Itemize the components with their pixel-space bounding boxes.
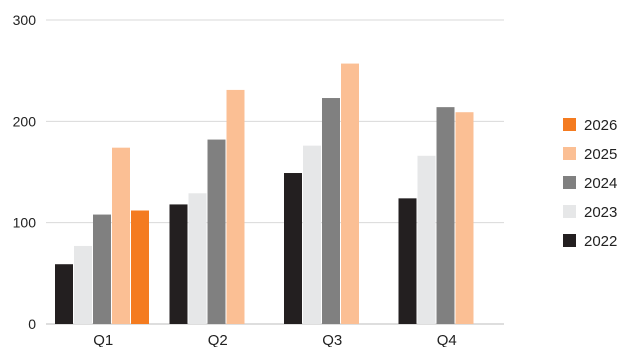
legend-swatch-2025 <box>563 147 576 160</box>
bar-q1-2025 <box>112 147 130 324</box>
bar-q3-2022 <box>284 173 302 324</box>
bars <box>55 63 474 324</box>
y-tick-label: 100 <box>13 215 37 231</box>
legend-swatch-2022 <box>563 234 576 247</box>
bar-q3-2025 <box>341 63 359 324</box>
x-tick-label: Q1 <box>93 332 113 347</box>
bar-q1-2024 <box>93 214 111 324</box>
legend-label-2025: 2025 <box>584 146 617 163</box>
bar-q2-2024 <box>207 139 226 324</box>
y-tick-label: 0 <box>28 316 36 332</box>
legend-swatch-2023 <box>563 205 576 218</box>
bar-q1-2022 <box>55 264 73 324</box>
bar-q4-2023 <box>417 155 436 324</box>
x-tick-label: Q4 <box>437 332 457 347</box>
y-tick-label: 200 <box>13 113 37 129</box>
legend-label-2023: 2023 <box>584 204 617 221</box>
y-tick-label: 300 <box>13 12 37 28</box>
bar-q4-2024 <box>436 107 455 324</box>
legend-label-2026: 2026 <box>584 117 617 134</box>
bar-q2-2025 <box>226 89 245 324</box>
legend-swatch-2024 <box>563 176 576 189</box>
bar-q2-2022 <box>169 204 188 324</box>
legend-label-2024: 2024 <box>584 175 617 192</box>
x-axis: Q1 Q2 Q3 Q4 <box>93 332 457 347</box>
x-tick-label: Q2 <box>208 332 228 347</box>
bar-q1-2023 <box>74 245 92 324</box>
bar-q4-2022 <box>398 198 417 324</box>
legend: 2026 2025 2024 2023 2022 <box>563 117 617 250</box>
bar-q1-2026 <box>131 210 149 324</box>
y-axis: 0 100 200 300 <box>13 12 37 332</box>
x-tick-label: Q3 <box>322 332 342 347</box>
bar-q2-2023 <box>188 193 207 324</box>
legend-label-2022: 2022 <box>584 233 617 250</box>
legend-swatch-2026 <box>563 118 576 131</box>
bar-q3-2023 <box>303 145 321 324</box>
bar-q3-2024 <box>322 98 340 324</box>
bar-q4-2025 <box>455 112 474 324</box>
